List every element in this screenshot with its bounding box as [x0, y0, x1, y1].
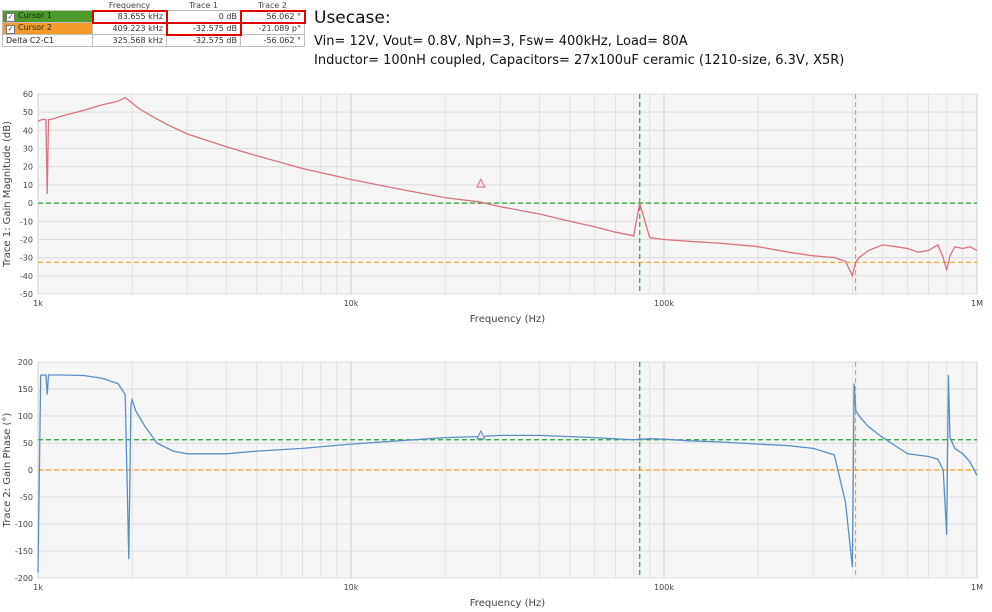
- magnitude-y-tick-label: -50: [20, 290, 33, 299]
- phase-y-tick-label: -200: [15, 574, 33, 583]
- phase-marker-triangle: [476, 429, 486, 440]
- phase-y-tick-label: -50: [20, 493, 33, 502]
- cursor2-trace2: -21.089 p°: [240, 22, 305, 35]
- magnitude-chart[interactable]: 1k 10k 100k 1M 60 50 40 30 20 10 0 -10 -20 -30 -40 -50 F…: [0, 84, 992, 330]
- magnitude-y-tick-label: 0: [28, 199, 33, 208]
- magnitude-x-tick-label: 1k: [33, 299, 43, 308]
- usecase-notes: Usecase: Vin= 12V, Vout= 0.8V, Nph=3, Fs…: [314, 8, 844, 72]
- phase-y-tick-label: -150: [15, 547, 33, 556]
- cursor2-checkbox[interactable]: ✓: [6, 25, 15, 34]
- magnitude-marker-triangle: [476, 177, 486, 188]
- header-blank: [3, 1, 93, 11]
- magnitude-y-tick-label: 30: [23, 145, 33, 154]
- cursor1-frequency: 83.655 kHz: [91, 9, 168, 24]
- magnitude-y-tick-label: 10: [23, 181, 33, 190]
- phase-y-tick-label: 0: [28, 466, 33, 475]
- cursor2-row: ✓ Cursor 2 409.223 kHz -32.575 dB -21.089…: [2, 21, 305, 36]
- magnitude-trace-line: [37, 96, 978, 278]
- cursor1-trace2: 56.062 °: [239, 9, 306, 24]
- magnitude-plot-area: [37, 93, 978, 295]
- magnitude-y-tick-label: 20: [23, 163, 33, 172]
- delta-trace1: -32.575 dB: [166, 34, 241, 47]
- phase-y-tick-label: -100: [15, 520, 33, 529]
- cursor2-name-cell[interactable]: ✓ Cursor 2: [2, 22, 93, 35]
- cursor1-trace1: 0 dB: [166, 10, 241, 23]
- magnitude-y-tick-label: 40: [23, 126, 33, 135]
- magnitude-y-tick-label: 60: [23, 90, 33, 99]
- magnitude-y-tick-label: 50: [23, 108, 33, 117]
- header-frequency: Frequency: [108, 1, 151, 10]
- phase-x-tick-label: 100k: [654, 583, 674, 592]
- magnitude-x-axis-label: Frequency (Hz): [470, 314, 546, 325]
- magnitude-y-tick-label: -30: [20, 254, 33, 263]
- magnitude-y-tick-label: -40: [20, 272, 33, 281]
- phase-x-tick-label: 10k: [344, 583, 359, 592]
- magnitude-x-tick-label: 1M: [971, 299, 983, 308]
- magnitude-x-tick-label: 100k: [654, 299, 674, 308]
- magnitude-y-axis-label: Trace 1: Gain Magnitude (dB): [2, 121, 13, 268]
- phase-trace-line: [37, 374, 978, 573]
- cursor2-frequency: 409.223 kHz: [92, 22, 167, 35]
- delta-row: Delta C2-C1 325.568 kHz -32.575 dB -56.0…: [2, 34, 305, 47]
- magnitude-y-tick-label: -10: [20, 217, 33, 226]
- phase-y-tick-label: 100: [18, 412, 33, 421]
- phase-y-tick-label: 50: [23, 439, 33, 448]
- phase-chart[interactable]: 1k 10k 100k 1M 200 150 100 50 0 -50 -100 -150 -200 Fr…: [0, 356, 992, 612]
- phase-y-tick-label: 200: [18, 358, 33, 367]
- phase-y-axis-label: Trace 2: Gain Phase (°): [2, 413, 13, 529]
- header-trace1: Trace 1: [189, 1, 218, 10]
- phase-x-axis-label: Frequency (Hz): [470, 598, 546, 609]
- cursor2-trace1: -32.575 dB: [165, 21, 242, 36]
- usecase-line-1: Vin= 12V, Vout= 0.8V, Nph=3, Fsw= 400kHz…: [314, 34, 688, 49]
- delta-label: Delta C2-C1: [2, 34, 93, 47]
- phase-y-tick-label: 150: [18, 385, 33, 394]
- cursor-table: Frequency Trace 1 Trace 2 ✓ Cursor 1 83.6…: [2, 1, 306, 47]
- phase-x-tick-label: 1k: [33, 583, 43, 592]
- cursor1-checkbox[interactable]: ✓: [6, 13, 15, 22]
- cursor1-label: Cursor 1: [18, 11, 52, 20]
- cursor1-row: ✓ Cursor 1 83.655 kHz 0 dB 56.062 °: [2, 9, 306, 24]
- magnitude-y-tick-label: -20: [20, 235, 33, 244]
- usecase-title: Usecase:: [314, 8, 391, 28]
- header-trace2: Trace 2: [258, 1, 287, 10]
- magnitude-x-tick-label: 10k: [344, 299, 359, 308]
- delta-trace2: -56.062 °: [240, 34, 305, 47]
- delta-frequency: 325.568 kHz: [92, 34, 167, 47]
- usecase-line-2: Inductor= 100nH coupled, Capacitors= 27x…: [314, 53, 845, 68]
- cursor1-name-cell[interactable]: ✓ Cursor 1: [2, 10, 93, 23]
- phase-x-tick-label: 1M: [971, 583, 983, 592]
- cursor2-label: Cursor 2: [18, 23, 52, 32]
